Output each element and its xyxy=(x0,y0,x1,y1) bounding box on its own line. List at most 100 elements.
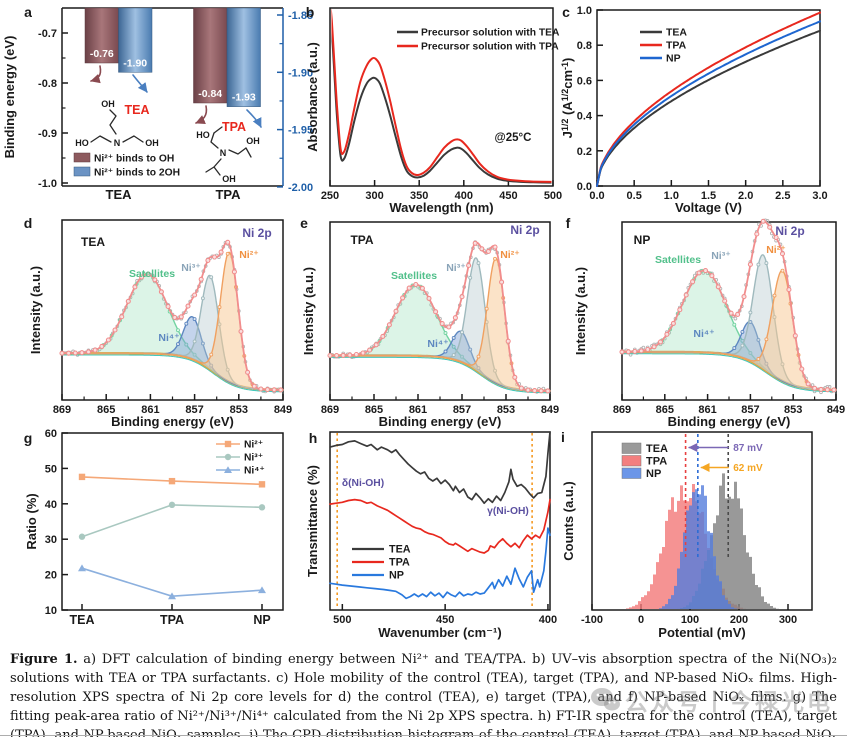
x-category-label: TEA xyxy=(70,613,95,627)
y-tick-label: 1.0 xyxy=(577,5,592,17)
y-tick-label-right: -2.00 xyxy=(288,182,313,194)
plot-frame xyxy=(329,7,554,187)
x-tick-label: 849 xyxy=(827,404,845,416)
peak-label: Ni²⁺ xyxy=(239,249,259,261)
figure-caption: Figure 1. a) DFT calculation of binding … xyxy=(10,651,837,737)
y-tick-label-right: -1.95 xyxy=(288,125,313,137)
y-tick-label: 0.6 xyxy=(577,75,592,87)
panel-d-label: d xyxy=(24,215,33,231)
shift-label: 87 mV xyxy=(733,443,763,454)
atom-label: N xyxy=(114,138,121,148)
panel-g-legend: Ni²⁺ Ni³⁺ Ni⁴⁺ xyxy=(216,440,265,477)
arrow xyxy=(132,74,148,93)
legend-label: Precursor solution with TEA xyxy=(421,28,560,39)
series-TEA xyxy=(596,29,821,187)
peak-label: Ni³⁺ xyxy=(181,262,201,274)
page-divider xyxy=(0,735,847,736)
x-tick-label: 865 xyxy=(365,404,383,416)
legend-label: NP xyxy=(666,53,681,65)
bar-value: -1.90 xyxy=(123,57,147,69)
y-axis-title: Binding energy (eV) xyxy=(2,36,17,159)
legend-label: TEA xyxy=(389,544,411,556)
x-tick-label: 400 xyxy=(539,614,557,626)
x-tick-label: 500 xyxy=(544,190,562,202)
x-tick-label: 857 xyxy=(185,404,203,416)
x-tick-label: 857 xyxy=(741,404,759,416)
panel-h: h 500 450 400 Wavenumber (cm⁻¹) Transmittance… xyxy=(305,430,557,640)
panel-i-label: i xyxy=(561,429,565,445)
panel-a-legend: Ni²⁺ binds to OH Ni²⁺ binds to 2OH xyxy=(73,152,180,179)
x-axis-title: Binding energy (eV) xyxy=(379,414,502,429)
x-tick-label: 1.0 xyxy=(664,190,679,202)
y-tick-label: -0.8 xyxy=(38,78,57,90)
x-tick-label: 2.0 xyxy=(738,190,753,202)
peak-label: Ni²⁺ xyxy=(500,249,520,261)
x-tick-label: 861 xyxy=(409,404,427,416)
legend-label: TEA xyxy=(646,443,668,455)
x-axis-title: Potential (mV) xyxy=(658,625,745,640)
shift-label: 62 mV xyxy=(733,463,763,474)
bar-value: -0.84 xyxy=(198,88,222,100)
y-axis-title: Counts (a.u.) xyxy=(561,481,576,560)
x-category-label: TPA xyxy=(160,613,184,627)
peak-label: Ni⁴⁺ xyxy=(693,328,714,340)
arrow xyxy=(90,65,102,84)
x-tick-label: 450 xyxy=(499,190,517,202)
x-tick-label: 2.5 xyxy=(775,190,790,202)
legend-label: Ni²⁺ xyxy=(244,440,263,451)
histogram-NP xyxy=(659,485,737,609)
bar xyxy=(226,7,261,107)
peak-fill-Ni²⁺ xyxy=(330,258,550,391)
panel-e-label: e xyxy=(300,215,308,231)
sample-label: TPA xyxy=(350,233,373,247)
plot-frame xyxy=(591,431,813,611)
x-axis-title: Voltage (V) xyxy=(675,200,742,215)
figure-caption-text: a) DFT calculation of binding energy bet… xyxy=(10,652,837,737)
x-tick-label: 0 xyxy=(638,614,644,626)
peak-label: Ni³⁺ xyxy=(446,262,466,274)
legend-swatch xyxy=(621,467,642,479)
peak-fill-Satellites xyxy=(330,284,550,391)
series-TPA xyxy=(596,11,821,187)
peak-label: Ni⁴⁺ xyxy=(427,338,448,350)
series-Ni³⁺ xyxy=(81,504,263,538)
panel-f: f 869 865 861 857 853 849 Binding energy (eV) In… xyxy=(566,215,846,429)
x-axis-title: Binding energy (eV) xyxy=(111,414,234,429)
legend-label: Precursor solution with TPA xyxy=(421,42,559,53)
molecule-name: TPA xyxy=(222,120,246,134)
bar-value: -1.93 xyxy=(232,92,256,104)
panel-f-label: f xyxy=(566,215,571,231)
peak-label: Satellites xyxy=(655,254,701,266)
envelope-markers xyxy=(619,218,837,393)
x-tick-label: 3.0 xyxy=(812,190,827,202)
x-tick-label: -100 xyxy=(581,614,603,626)
series-Precursor solution with TPA xyxy=(331,9,552,183)
panel-a-bars xyxy=(84,7,261,107)
figure-svg: a -0.7 -0.8 -0.9 -1.0 -1.85 -1.90 -1.95 -2.00 Bin… xyxy=(2,4,846,640)
peak-fill-Satellites xyxy=(622,270,836,390)
envelope-curve xyxy=(621,220,837,391)
x-tick-label: 0.0 xyxy=(589,190,604,202)
peak-fill-Ni²⁺ xyxy=(62,252,283,390)
bar-value-labels: -0.76 -1.90 -0.84 -1.93 xyxy=(90,48,256,104)
arrow xyxy=(246,109,262,128)
atom-label: OH xyxy=(145,138,159,148)
series-TEA xyxy=(329,431,551,505)
atom-label: OH xyxy=(246,136,260,146)
x-category-label: TPA xyxy=(215,187,241,202)
atom-label: OH xyxy=(101,99,115,109)
baseline-teal xyxy=(621,353,837,393)
x-tick-label: 200 xyxy=(730,614,748,626)
y-tick-label: -1.0 xyxy=(38,178,57,190)
series-markers-Ni²⁺ xyxy=(78,473,266,488)
y-tick-label: 20 xyxy=(45,570,57,582)
y-axis-title: Intensity (a.u.) xyxy=(28,266,43,354)
x-tick-label: 300 xyxy=(779,614,797,626)
x-axis-title: Binding energy (eV) xyxy=(668,414,791,429)
legend-label: TPA xyxy=(389,557,410,569)
peak-label: Satellites xyxy=(129,268,175,280)
x-tick-label: 853 xyxy=(230,404,248,416)
